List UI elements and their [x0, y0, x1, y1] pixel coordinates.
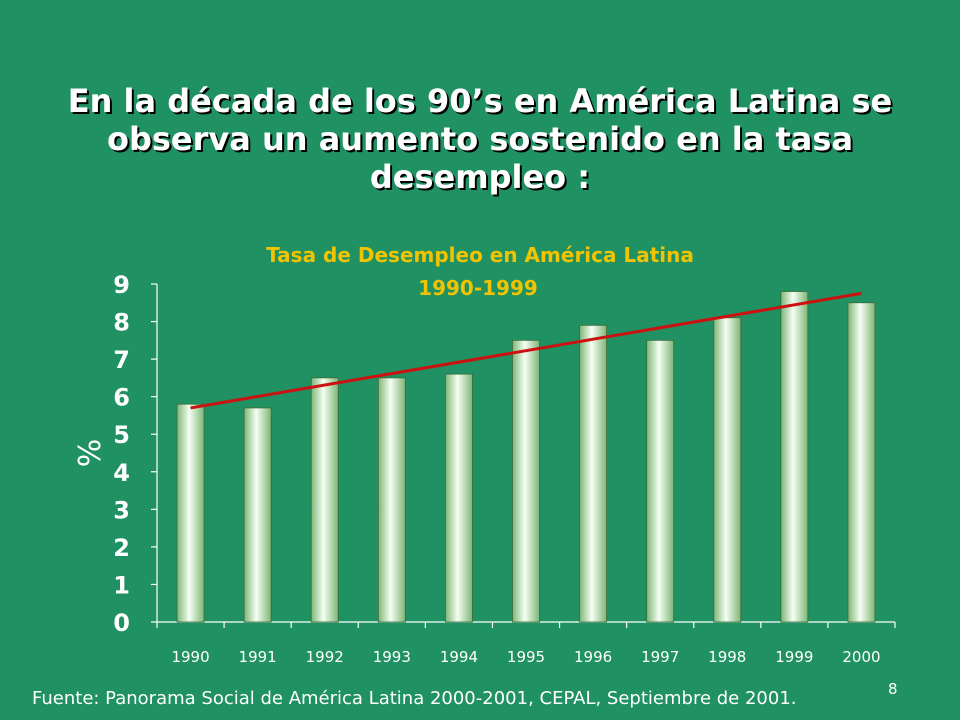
y-tick-label: 4: [113, 459, 130, 487]
bar-1991: [243, 407, 272, 623]
page-number: 8: [888, 680, 898, 698]
bar-1997: [646, 339, 675, 623]
chart-bars: 1990 1991 1992 1993 1994 1995 1996 1997 1998 1999…: [171, 291, 881, 666]
y-tick-label: 3: [113, 496, 130, 524]
slide-title-line-2: observa un aumento sostenido en la tasa: [106, 120, 854, 158]
y-axis-label: %: [73, 439, 108, 468]
x-tick-label: 1990: [171, 648, 209, 666]
y-tick-label: 5: [113, 421, 130, 449]
trendline: [190, 291, 862, 410]
y-tick-label: 9: [113, 271, 130, 299]
bar-1990: [176, 403, 205, 623]
y-tick-label: 0: [113, 609, 130, 637]
bar-1996: [579, 324, 607, 623]
y-tick-label: 2: [113, 534, 130, 562]
y-tick-label: 8: [113, 309, 130, 337]
slide-title-line-1: En la década de los 90’s en América Lati…: [67, 82, 893, 120]
bar-1992: [310, 377, 339, 623]
x-tick-label: 1993: [373, 648, 411, 666]
chart-ticks: 0 1 2 3 4 5 6 7 8 9: [113, 271, 896, 637]
chart-title: Tasa de Desempleo en América Latina: [266, 243, 694, 267]
x-tick-label: 2000: [842, 648, 880, 666]
x-tick-label: 1995: [507, 648, 545, 666]
x-tick-label: 1998: [708, 648, 746, 666]
x-tick-label: 1994: [440, 648, 478, 666]
x-tick-label: 1992: [306, 648, 344, 666]
bar-1995: [512, 339, 540, 623]
chart-subtitle: 1990-1999: [418, 276, 538, 300]
x-tick-label: 1991: [239, 648, 277, 666]
bar-2000: [847, 302, 876, 623]
y-tick-label: 1: [113, 571, 130, 599]
chart-trendline: [190, 291, 862, 410]
bar-1998: [713, 317, 742, 623]
x-tick-label: 1999: [775, 648, 813, 666]
y-tick-label: 7: [113, 346, 130, 374]
slide-title: En la década de los 90’s en América Lati…: [60, 82, 900, 196]
bar-1993: [377, 377, 406, 623]
bar-1999: [780, 291, 809, 623]
x-tick-label: 1996: [574, 648, 612, 666]
slide-title-line-3: desempleo :: [369, 158, 591, 196]
x-tick-label: 1997: [641, 648, 679, 666]
source-note: Fuente: Panorama Social de América Latin…: [32, 688, 797, 709]
bar-1994: [445, 373, 473, 623]
y-tick-label: 6: [113, 384, 130, 412]
